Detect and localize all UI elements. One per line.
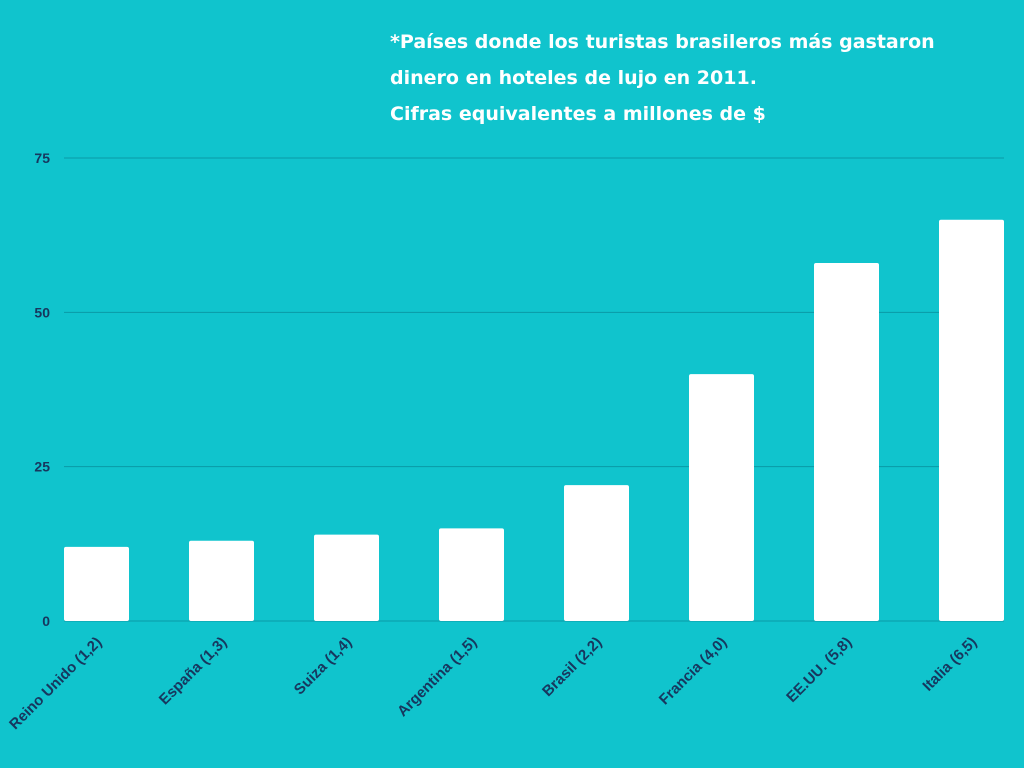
bar bbox=[439, 528, 504, 621]
y-tick-label: 75 bbox=[34, 150, 50, 166]
x-tick-label: Argentina (1,5) bbox=[394, 634, 480, 720]
y-tick-label: 0 bbox=[42, 613, 50, 629]
x-tick-label: EE.UU. (5,8) bbox=[783, 634, 855, 706]
chart-title: *Países donde los turistas brasileros má… bbox=[390, 24, 935, 132]
x-tick-label: Reino Unido (1,2) bbox=[6, 634, 105, 733]
bar bbox=[689, 374, 754, 621]
title-line-1: *Países donde los turistas brasileros má… bbox=[390, 31, 935, 53]
title-line-2: dinero en hoteles de lujo en 2011. bbox=[390, 67, 757, 89]
x-tick-label: Francia (4,0) bbox=[656, 634, 731, 709]
x-tick-label: Suiza (1,4) bbox=[291, 634, 355, 698]
bar bbox=[64, 546, 129, 621]
x-tick-label: Brasil (2,2) bbox=[539, 634, 605, 700]
bar bbox=[939, 219, 1004, 621]
y-tick-label: 25 bbox=[34, 459, 50, 475]
x-tick-label: Italia (6,5) bbox=[919, 634, 980, 695]
x-tick-label: España (1,3) bbox=[156, 634, 231, 709]
bar bbox=[189, 540, 254, 621]
bar bbox=[564, 485, 629, 621]
bar bbox=[814, 262, 879, 621]
y-tick-label: 50 bbox=[34, 304, 50, 320]
title-line-3: Cifras equivalentes a millones de $ bbox=[390, 103, 766, 125]
bar bbox=[314, 534, 379, 621]
